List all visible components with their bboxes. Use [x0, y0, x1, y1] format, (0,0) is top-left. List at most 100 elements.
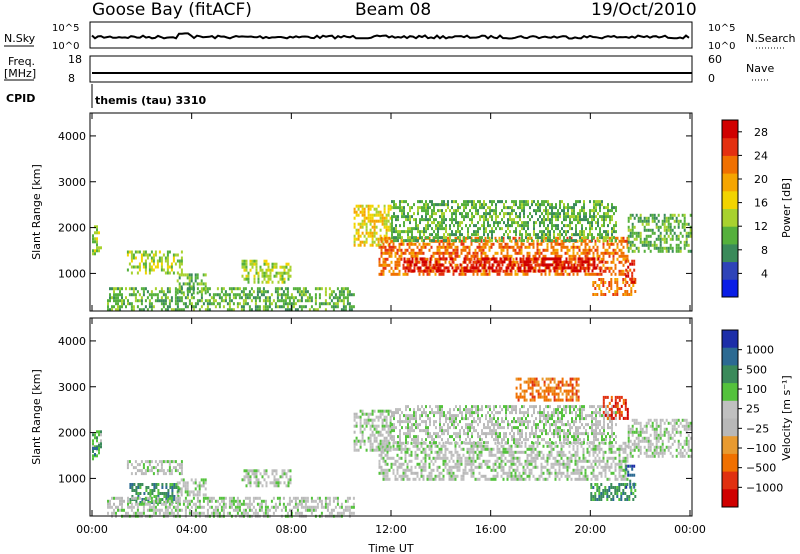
- range-gate-cell: [406, 257, 409, 261]
- range-gate-cell: [649, 240, 652, 244]
- range-gate-cell: [633, 225, 636, 229]
- range-gate-cell: [475, 206, 477, 210]
- range-gate-cell: [424, 465, 427, 469]
- range-gate-cell: [247, 274, 250, 278]
- range-gate-cell: [265, 472, 268, 476]
- range-gate-cell: [526, 465, 529, 469]
- range-gate-cell: [353, 418, 356, 422]
- range-gate-cell: [134, 293, 137, 297]
- range-gate-cell: [162, 469, 165, 473]
- range-gate-cell: [464, 236, 467, 240]
- range-gate-cell: [635, 246, 638, 250]
- range-gate-cell: [557, 209, 559, 213]
- range-gate-cell: [430, 450, 433, 454]
- range-gate-cell: [665, 249, 668, 253]
- range-gate-cell: [598, 278, 601, 281]
- range-gate-cell: [96, 231, 98, 235]
- range-gate-cell: [168, 511, 171, 515]
- power-y-label: Slant Range [km]: [30, 164, 43, 260]
- range-gate-cell: [577, 260, 580, 264]
- range-gate-cell: [485, 218, 487, 222]
- range-gate-cell: [446, 447, 449, 451]
- range-gate-cell: [472, 260, 475, 264]
- range-gate-cell: [427, 224, 429, 228]
- range-gate-cell: [527, 260, 530, 264]
- range-gate-cell: [428, 456, 431, 460]
- range-gate-cell: [439, 215, 441, 219]
- range-gate-cell: [458, 468, 461, 472]
- range-gate-cell: [521, 209, 523, 213]
- range-gate-cell: [629, 262, 632, 266]
- range-gate-cell: [463, 206, 465, 210]
- range-gate-cell: [669, 237, 672, 241]
- range-gate-cell: [523, 239, 525, 243]
- range-gate-cell: [491, 200, 493, 204]
- range-gate-cell: [113, 496, 115, 500]
- range-gate-cell: [428, 447, 431, 451]
- range-gate-cell: [417, 209, 419, 213]
- range-gate-cell: [420, 251, 423, 255]
- range-gate-cell: [248, 505, 251, 509]
- range-gate-cell: [498, 456, 501, 460]
- colorbar-tick-label: 16: [754, 197, 768, 210]
- range-gate-cell: [525, 200, 527, 204]
- range-gate-cell: [521, 206, 523, 210]
- range-gate-cell: [404, 444, 407, 448]
- range-gate-cell: [355, 436, 358, 440]
- range-gate-cell: [438, 471, 441, 475]
- range-gate-cell: [645, 243, 648, 247]
- range-gate-cell: [620, 287, 623, 290]
- range-gate-cell: [599, 215, 601, 219]
- range-gate-cell: [398, 462, 401, 466]
- range-gate-cell: [397, 239, 399, 243]
- range-gate-cell: [569, 206, 571, 210]
- range-gate-cell: [375, 448, 378, 452]
- range-gate-cell: [504, 462, 507, 466]
- range-gate-cell: [533, 233, 535, 237]
- range-gate-cell: [148, 460, 151, 464]
- range-gate-cell: [465, 203, 467, 207]
- range-gate-cell: [441, 218, 443, 222]
- range-gate-cell: [389, 216, 392, 220]
- range-gate-cell: [663, 216, 666, 220]
- range-gate-cell: [156, 299, 159, 303]
- range-gate-cell: [298, 499, 301, 503]
- range-gate-cell: [454, 465, 457, 469]
- range-gate-cell: [139, 483, 142, 486]
- range-gate-cell: [180, 478, 183, 482]
- range-gate-cell: [204, 299, 207, 303]
- range-gate-cell: [123, 508, 125, 512]
- range-gate-cell: [568, 272, 571, 276]
- range-gate-cell: [306, 290, 309, 294]
- range-gate-cell: [204, 273, 207, 277]
- range-gate-cell: [532, 441, 535, 445]
- range-gate-cell: [220, 290, 223, 294]
- range-gate-cell: [579, 215, 581, 219]
- range-gate-cell: [212, 511, 215, 515]
- range-gate-cell: [381, 409, 384, 413]
- range-gate-cell: [473, 200, 475, 204]
- range-gate-cell: [673, 231, 676, 235]
- range-gate-cell: [342, 299, 345, 303]
- range-gate-cell: [442, 272, 445, 276]
- range-gate-cell: [428, 471, 431, 475]
- range-gate-cell: [423, 227, 425, 231]
- range-gate-cell: [279, 265, 282, 269]
- range-gate-cell: [262, 299, 265, 303]
- range-gate-cell: [109, 299, 111, 303]
- range-gate-cell: [524, 444, 527, 448]
- range-gate-cell: [141, 498, 144, 501]
- range-gate-cell: [559, 230, 561, 234]
- range-gate-cell: [620, 248, 623, 252]
- range-gate-cell: [601, 236, 603, 240]
- range-gate-cell: [390, 245, 393, 249]
- range-gate-cell: [263, 472, 266, 476]
- freq-unit: [MHz]: [4, 67, 36, 80]
- range-gate-cell: [540, 462, 543, 466]
- range-gate-cell: [154, 505, 157, 509]
- range-gate-cell: [661, 222, 664, 226]
- range-gate-cell: [565, 260, 568, 264]
- range-gate-cell: [433, 209, 435, 213]
- range-gate-cell: [470, 263, 473, 267]
- range-gate-cell: [410, 450, 413, 454]
